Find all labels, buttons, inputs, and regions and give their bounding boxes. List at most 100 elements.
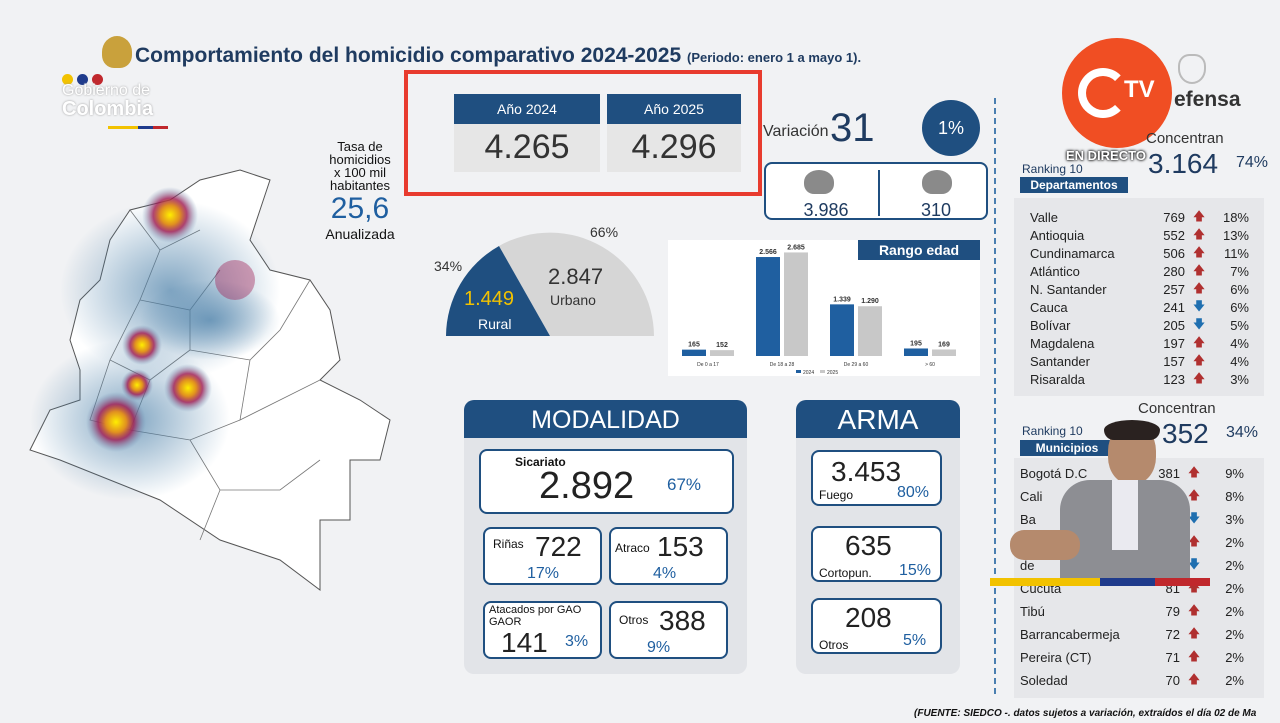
dep-pct: 3%: [1230, 371, 1249, 387]
interpreter-hand: [1010, 530, 1080, 560]
gov-logo-line2: Colombia: [62, 98, 154, 120]
arrow-up-icon: 🡅: [1187, 488, 1201, 502]
bar-label-2025-2: 1.290: [861, 298, 879, 305]
bar-2025-2: [858, 306, 882, 356]
interpreter-hair: [1104, 420, 1160, 440]
dep-table: Valle 769 🡅 18% Antioquia 552 🡅 13% Cundinamar…: [1014, 198, 1264, 396]
dep-value: 123: [1163, 371, 1185, 387]
bar-label-2024-0: 165: [688, 342, 700, 349]
mun-concentran-pct: 34%: [1226, 424, 1259, 441]
rate-label-line: Tasa de: [337, 139, 383, 154]
bar-label-2025-1: 2.685: [787, 244, 805, 251]
atraco-pct: 4%: [653, 565, 677, 582]
right-divider: [994, 98, 996, 694]
arrow-up-icon: 🡅: [1187, 626, 1201, 640]
gao-card: Atacados por GAO GAOR 141 3%: [483, 601, 602, 659]
rinas-card: Riñas 722 17%: [483, 527, 602, 585]
dep-value: 769: [1163, 209, 1185, 225]
coat-of-arms-icon: [102, 36, 132, 68]
dep-row: Cauca 241 🡇 6%: [1030, 298, 1264, 316]
dep-concentran-value: 3.164: [1148, 148, 1219, 179]
live-badge: EN DIRECTO: [1066, 148, 1146, 163]
arrow-up-icon: 🡅: [1192, 280, 1206, 295]
mun-pct: 2%: [1225, 604, 1244, 619]
dep-concentran-label: Concentran: [1146, 130, 1224, 147]
bar-label-2025-0: 152: [716, 342, 728, 349]
mun-name: Cali: [1020, 489, 1043, 504]
variation-value: 31: [830, 106, 875, 150]
category-label-2: De 29 a 60: [844, 362, 869, 368]
cortopun-card: 635 Cortopun. 15%: [811, 526, 942, 582]
fuego-label: Fuego: [819, 488, 854, 502]
category-label-1: De 18 a 28: [770, 362, 795, 368]
mun-name: Tibú: [1020, 604, 1045, 619]
bar-2024-0: [682, 349, 706, 356]
urban-sector: [499, 232, 654, 336]
female-icon: [922, 170, 952, 194]
rinas-pct: 17%: [527, 565, 560, 582]
arrow-up-icon: 🡅: [1192, 262, 1206, 277]
year-2024-card: Año 2024 4.265: [454, 94, 600, 172]
year-2025-label: Año 2025: [607, 94, 741, 124]
mun-pct: 2%: [1225, 650, 1244, 665]
arrow-up-icon: 🡅: [1187, 534, 1201, 548]
category-label-0: De 0 a 17: [697, 362, 719, 368]
rate-block: Tasa de homicidios x 100 mil habitantes …: [300, 140, 420, 242]
rural-pct: 34%: [434, 258, 463, 274]
bar-2025-0: [710, 350, 734, 356]
rural-label: Rural: [478, 316, 512, 332]
urban-pct: 66%: [590, 224, 619, 240]
dep-value: 157: [1163, 353, 1185, 369]
rate-sub: Anualizada: [325, 226, 395, 242]
years-highlight-frame: [404, 70, 762, 196]
otros-modalidad-label: Otros: [619, 613, 649, 627]
rate-label-line: homicidios: [329, 152, 391, 167]
mun-name: Barrancabermeja: [1020, 627, 1120, 642]
dep-pct: 7%: [1230, 263, 1249, 279]
fuego-card: 3.453 Fuego 80%: [811, 450, 942, 506]
rural-value: 1.449: [464, 288, 515, 310]
dep-name: Bolívar: [1030, 317, 1071, 333]
dep-concentran-pct: 74%: [1236, 154, 1269, 171]
year-2024-value: 4.265: [484, 128, 570, 166]
interpreter-flag-stripe: [990, 578, 1210, 586]
arrow-up-icon: 🡅: [1187, 649, 1201, 663]
rate-label-line: habitantes: [330, 178, 390, 193]
bar-2024-1: [756, 257, 780, 356]
rural-sector: [446, 246, 550, 336]
otros-modalidad-pct: 9%: [647, 639, 671, 656]
dep-row: Valle 769 🡅 18%: [1030, 208, 1264, 226]
mun-value: 71: [1165, 650, 1180, 665]
zone-semicircle-chart: [446, 232, 654, 336]
legend-swatch-2025: [820, 370, 825, 373]
hotspot-antioquia: [122, 325, 162, 365]
defensa-shield-icon: [1178, 54, 1206, 84]
dep-value: 197: [1163, 335, 1185, 351]
bar-label-2024-3: 195: [910, 340, 922, 347]
sicariato-value: 2.892: [539, 465, 635, 507]
mun-name: Bogotá D.C: [1020, 466, 1088, 481]
variation-label: Variación: [763, 123, 829, 140]
otros-arma-label: Otros: [819, 638, 849, 652]
mun-value: 381: [1158, 466, 1180, 481]
dep-value: 552: [1163, 227, 1185, 243]
rinas-value: 722: [535, 531, 582, 562]
rinas-label: Riñas: [493, 537, 524, 551]
mun-pct: 2%: [1225, 581, 1244, 596]
otros-arma-value: 208: [845, 602, 892, 633]
year-2025-value: 4.296: [631, 128, 717, 166]
year-2025-card: Año 2025 4.296: [607, 94, 741, 172]
arrow-down-icon: 🡇: [1187, 511, 1201, 525]
urban-value: 2.847: [548, 264, 604, 289]
dep-pct: 18%: [1222, 209, 1249, 225]
fuego-value: 3.453: [831, 456, 902, 487]
mun-row: Bogotá D.C 381 🡅 9%: [1020, 462, 1264, 485]
dep-value: 257: [1163, 281, 1185, 297]
dep-row: Risaralda 123 🡅 3%: [1030, 370, 1264, 388]
hotspot-bogota: [164, 364, 212, 412]
hotspot-cali: [86, 392, 146, 452]
arrow-up-icon: 🡅: [1187, 672, 1201, 686]
mun-value: 72: [1165, 627, 1180, 642]
gao-value: 141: [501, 627, 548, 658]
year-2024-label: Año 2024: [454, 94, 600, 124]
